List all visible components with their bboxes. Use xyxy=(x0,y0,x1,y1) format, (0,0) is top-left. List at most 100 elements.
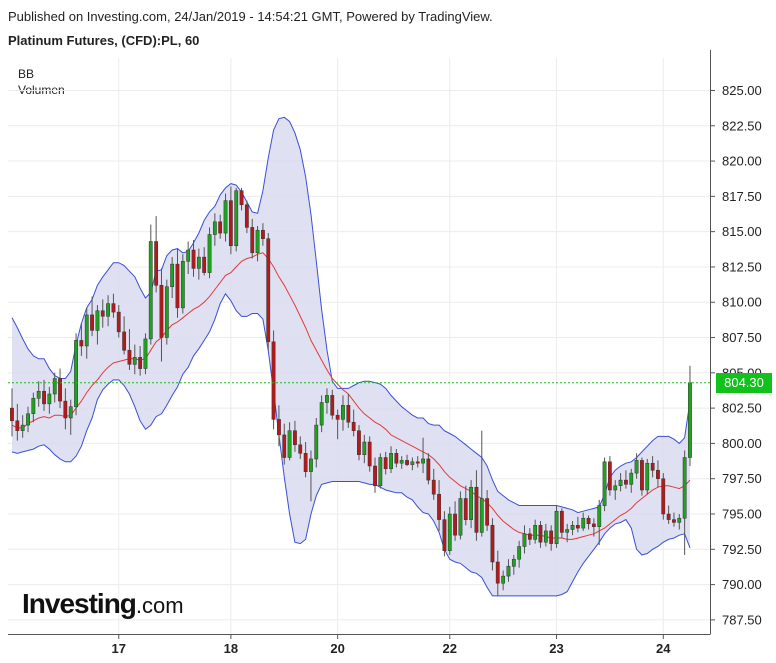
x-tick-label: 17 xyxy=(112,641,126,656)
candle xyxy=(677,514,682,530)
candle xyxy=(367,436,372,472)
candle xyxy=(234,187,239,252)
candle xyxy=(319,395,324,433)
candle xyxy=(287,422,292,461)
y-tick-label: 810.00 xyxy=(722,295,762,310)
candle xyxy=(175,248,180,318)
candle xyxy=(250,218,255,259)
candle xyxy=(501,570,506,591)
candle xyxy=(554,505,559,548)
candle xyxy=(410,457,415,471)
candle xyxy=(79,323,84,356)
candle xyxy=(282,423,287,465)
y-tick-label: 822.50 xyxy=(722,118,762,133)
candle xyxy=(26,406,30,433)
x-tick-label: 22 xyxy=(443,641,457,656)
candle xyxy=(421,437,425,474)
candle xyxy=(474,470,479,541)
candle xyxy=(20,415,25,438)
candle xyxy=(373,457,377,493)
candle xyxy=(191,240,196,277)
candle xyxy=(346,394,351,428)
candle xyxy=(607,456,612,496)
candle xyxy=(527,528,532,546)
candle xyxy=(271,330,276,430)
candle xyxy=(106,295,110,327)
candle xyxy=(666,505,671,524)
candle xyxy=(362,434,367,464)
candle xyxy=(597,499,602,546)
candle xyxy=(148,224,153,345)
candle xyxy=(116,305,121,338)
candle xyxy=(586,515,591,530)
candle xyxy=(624,470,628,489)
candle xyxy=(74,333,78,416)
candle xyxy=(63,388,68,430)
candle xyxy=(591,518,596,537)
candle xyxy=(154,216,159,293)
candle xyxy=(111,293,116,318)
candle xyxy=(325,388,329,414)
candle xyxy=(565,523,570,543)
y-tick-label: 787.50 xyxy=(722,612,762,627)
candle xyxy=(479,430,484,537)
candle xyxy=(309,450,313,502)
candle xyxy=(180,254,185,314)
x-tick-label: 18 xyxy=(224,641,238,656)
candle xyxy=(223,193,228,242)
bollinger-upper-line xyxy=(11,116,691,514)
chart-title: Platinum Futures, (CFD):PL, 60 xyxy=(8,33,200,48)
candle xyxy=(95,305,100,345)
candle xyxy=(132,344,137,375)
y-tick-label: 795.00 xyxy=(722,507,762,522)
candle xyxy=(453,501,457,541)
candle xyxy=(463,485,468,526)
candle xyxy=(239,187,244,211)
candle xyxy=(538,521,543,548)
candle xyxy=(511,554,516,575)
candle xyxy=(244,200,249,234)
y-tick-label: 790.00 xyxy=(722,577,762,592)
candle xyxy=(458,491,463,540)
candle xyxy=(330,389,335,420)
x-tick-label: 23 xyxy=(549,641,563,656)
indicator-bb-label[interactable]: BB xyxy=(18,67,35,81)
candle xyxy=(431,468,436,500)
candle xyxy=(490,518,495,571)
candle xyxy=(661,473,666,520)
candle xyxy=(266,233,271,351)
x-axis-ticks: 17 18 20 22 23 24 xyxy=(112,634,671,656)
candle xyxy=(298,436,303,459)
candle xyxy=(303,442,308,478)
candle xyxy=(122,316,127,355)
candle xyxy=(52,372,57,403)
candle xyxy=(58,368,62,409)
candle xyxy=(255,226,260,262)
candle xyxy=(495,550,500,596)
candle xyxy=(442,511,447,557)
candle xyxy=(650,456,655,478)
candle xyxy=(212,213,217,246)
candle xyxy=(100,299,105,328)
candle xyxy=(383,451,388,475)
candle xyxy=(261,223,265,246)
candle xyxy=(559,508,564,538)
y-tick-label: 817.50 xyxy=(722,189,762,204)
candle xyxy=(84,307,89,359)
candle xyxy=(15,403,20,441)
candle xyxy=(517,540,522,568)
candle xyxy=(672,512,676,527)
candle xyxy=(437,480,441,531)
candle xyxy=(47,386,52,414)
candle xyxy=(618,473,623,492)
candle xyxy=(207,227,212,279)
candle xyxy=(196,248,201,280)
candle xyxy=(143,333,148,375)
candle xyxy=(629,468,634,493)
candle xyxy=(170,257,175,298)
bollinger-lower-line xyxy=(11,292,691,597)
bollinger-band-fill xyxy=(12,117,690,596)
candle xyxy=(656,460,660,488)
candle xyxy=(634,453,639,479)
